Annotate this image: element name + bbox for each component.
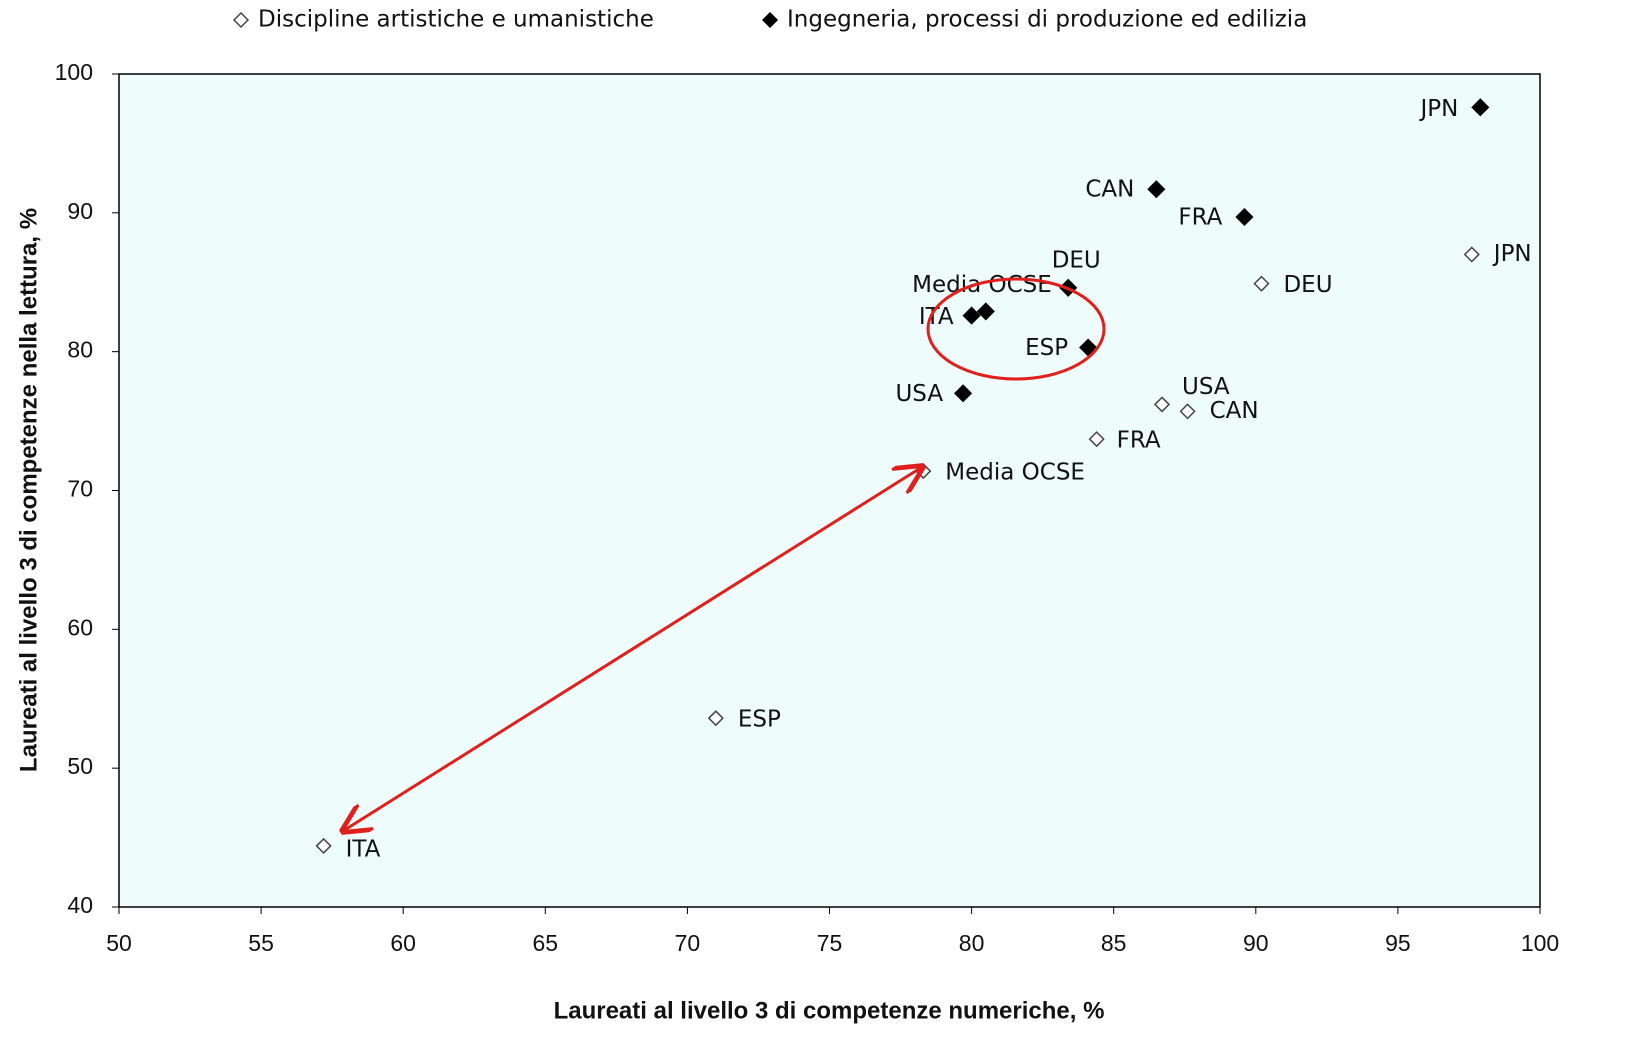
data-point bbox=[1463, 246, 1480, 263]
point-label: FRA bbox=[1178, 204, 1222, 230]
x-tick-label: 90 bbox=[1243, 930, 1269, 956]
data-point bbox=[1153, 396, 1171, 413]
data-point bbox=[1088, 431, 1105, 448]
point-label: Media OCSE bbox=[945, 460, 1085, 486]
x-axis-label: Laureati al livello 3 di competenze nume… bbox=[554, 997, 1105, 1024]
point-label: USA bbox=[895, 381, 943, 407]
data-point bbox=[315, 837, 332, 854]
data-point bbox=[1079, 338, 1098, 357]
legend-label: Discipline artistiche e umanistiche bbox=[258, 7, 654, 33]
x-tick-label: 70 bbox=[675, 930, 701, 956]
highlight-ellipse bbox=[926, 277, 1106, 381]
data-point bbox=[976, 302, 995, 321]
x-tick-label: 85 bbox=[1101, 930, 1127, 956]
y-tick-label: 40 bbox=[67, 892, 93, 918]
y-axis-label: Laureati al livello 3 di competenze nell… bbox=[15, 208, 42, 772]
point-label: ESP bbox=[1025, 335, 1068, 361]
x-tick-label: 65 bbox=[533, 930, 559, 956]
point-label: CAN bbox=[1085, 177, 1134, 203]
data-point bbox=[962, 306, 981, 325]
x-tick-label: 55 bbox=[248, 930, 274, 956]
y-tick-label: 70 bbox=[67, 476, 93, 502]
y-tick-label: 50 bbox=[67, 753, 93, 779]
legend-marker bbox=[761, 11, 779, 29]
point-label: DEU bbox=[1052, 247, 1101, 273]
point-label: FRA bbox=[1117, 428, 1161, 454]
point-label: JPN bbox=[1418, 96, 1458, 122]
data-point bbox=[954, 384, 973, 403]
data-point bbox=[1147, 180, 1166, 199]
x-tick-label: 75 bbox=[817, 930, 843, 956]
y-tick-label: 60 bbox=[67, 614, 93, 640]
point-label: DEU bbox=[1283, 272, 1332, 298]
x-tick-label: 80 bbox=[959, 930, 985, 956]
point-label: CAN bbox=[1210, 398, 1259, 424]
point-label: USA bbox=[1182, 374, 1230, 400]
plot-area bbox=[118, 73, 1541, 908]
point-label: ITA bbox=[346, 836, 381, 862]
point-label: JPN bbox=[1492, 241, 1532, 267]
legend-label: Ingegneria, processi di produzione ed ed… bbox=[787, 7, 1307, 33]
x-tick-label: 50 bbox=[106, 930, 132, 956]
y-tick-label: 100 bbox=[55, 59, 93, 85]
y-tick-label: 90 bbox=[67, 198, 93, 224]
point-label: ESP bbox=[738, 707, 781, 733]
y-tick-label: 80 bbox=[67, 337, 93, 363]
data-point bbox=[1235, 207, 1254, 227]
x-tick-label: 100 bbox=[1521, 930, 1559, 956]
x-tick-label: 95 bbox=[1385, 930, 1411, 956]
highlight-arrow bbox=[343, 467, 922, 831]
legend-marker bbox=[232, 11, 250, 29]
point-label: Media OCSE bbox=[912, 272, 1052, 298]
x-tick-label: 60 bbox=[390, 930, 416, 956]
data-point bbox=[1179, 403, 1196, 420]
data-point bbox=[1253, 275, 1270, 292]
data-point bbox=[1471, 98, 1490, 117]
